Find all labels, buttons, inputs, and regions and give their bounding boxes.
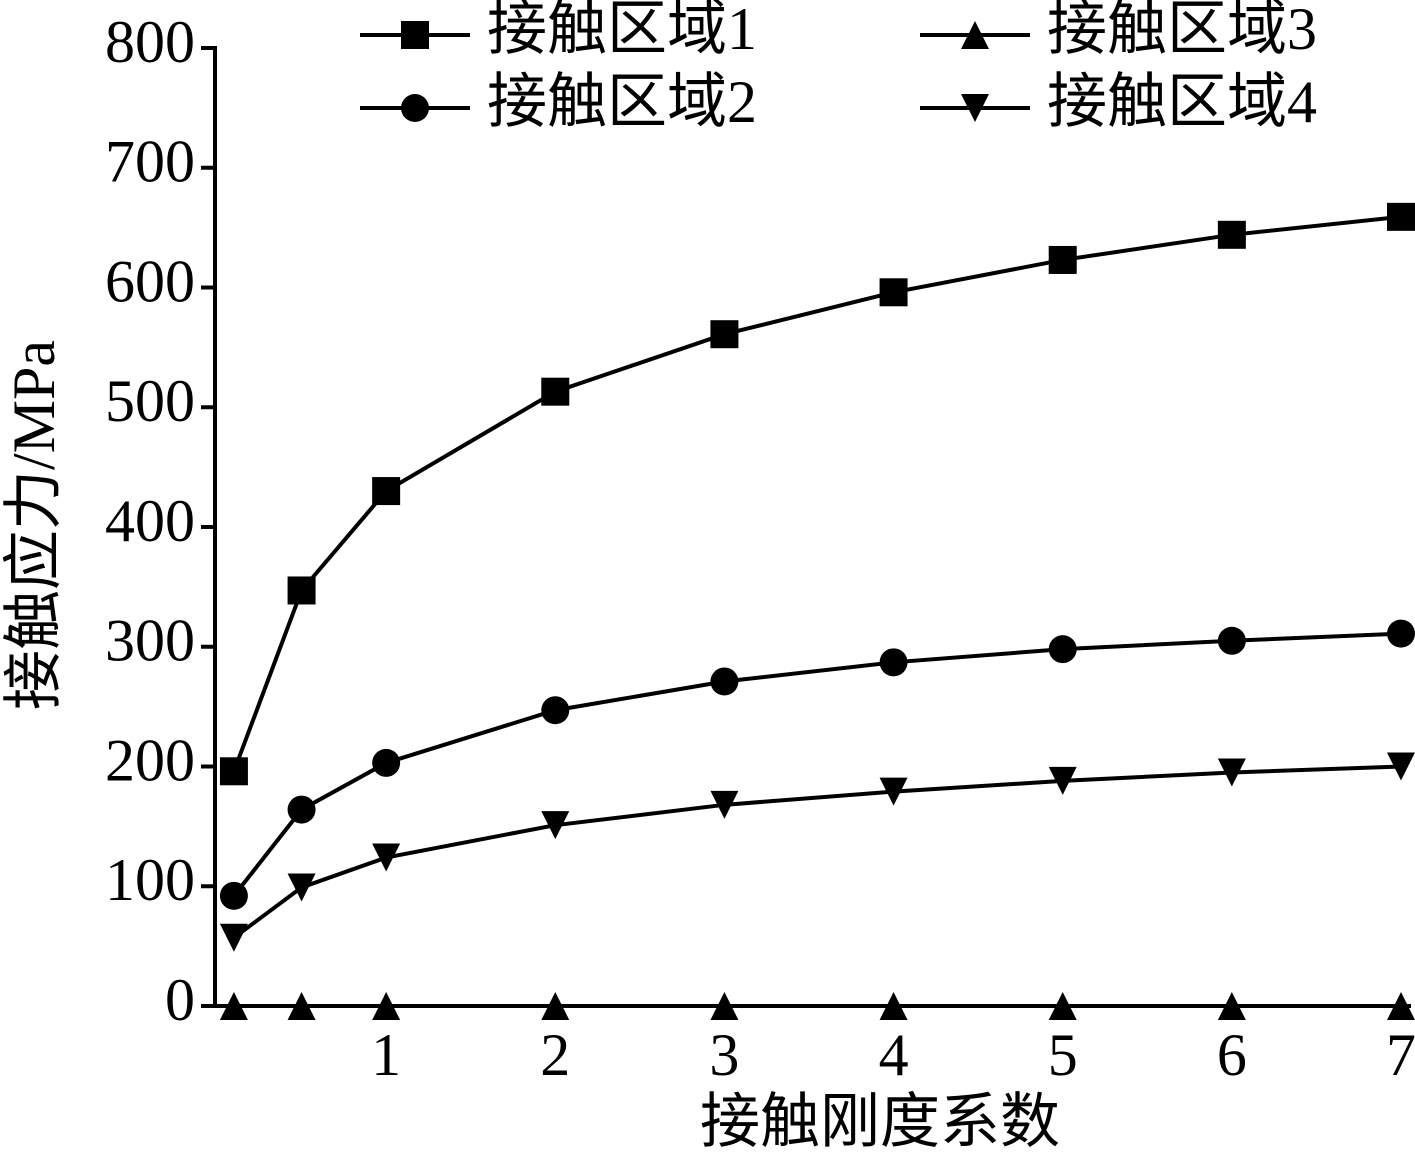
marker [1387,992,1415,1020]
marker [372,477,401,506]
x-tick-label: 7 [1386,1022,1415,1088]
marker [372,992,401,1020]
x-tick-label: 1 [371,1022,401,1088]
y-tick-label: 700 [105,129,195,195]
marker [287,992,316,1020]
x-tick-label: 6 [1217,1022,1247,1088]
marker [1387,752,1415,781]
legend-marker [401,21,429,49]
marker [879,648,908,677]
marker [710,667,739,696]
x-tick-label: 5 [1048,1022,1078,1088]
marker [879,777,908,806]
y-axis-label: 接触应力/MPa [1,340,67,710]
marker [1387,619,1415,648]
marker [710,992,739,1020]
marker [1048,635,1077,664]
marker [219,757,248,786]
marker [372,843,401,872]
marker [1048,766,1077,795]
y-tick-label: 500 [105,368,195,434]
marker [219,992,248,1020]
marker [287,873,316,902]
marker [1048,245,1077,274]
series-line [232,764,1402,940]
y-tick-label: 200 [105,727,195,793]
marker [541,696,570,725]
y-tick-label: 100 [105,847,195,913]
x-tick-label: 3 [709,1022,739,1088]
legend-label: 接触区域1 [487,0,757,62]
marker [219,923,248,952]
marker [372,748,401,777]
legend-label: 接触区域3 [1047,0,1317,62]
x-tick-label: 2 [540,1022,570,1088]
marker [287,576,316,605]
legend-marker [961,21,989,49]
marker [541,377,570,406]
y-tick-label: 800 [105,9,195,75]
marker [287,795,316,824]
marker [1048,992,1077,1020]
marker [710,790,739,819]
marker [541,992,570,1020]
legend-label: 接触区域4 [1047,69,1317,135]
marker [1217,758,1246,787]
marker [219,881,248,910]
x-axis-label: 接触刚度系数 [700,1089,1060,1155]
legend-label: 接触区域2 [487,69,757,135]
marker [541,811,570,840]
legend-marker [401,94,429,122]
y-tick-label: 300 [105,608,195,674]
marker [1387,202,1415,231]
marker [1217,626,1246,655]
legend-marker [961,94,989,122]
marker [1217,220,1246,249]
marker [1217,992,1246,1020]
x-tick-label: 4 [879,1022,909,1088]
marker [710,320,739,349]
y-tick-label: 600 [105,248,195,314]
y-tick-label: 400 [105,488,195,554]
marker [879,278,908,307]
marker [879,992,908,1020]
y-tick-label: 0 [165,967,195,1033]
series-line [232,214,1402,772]
